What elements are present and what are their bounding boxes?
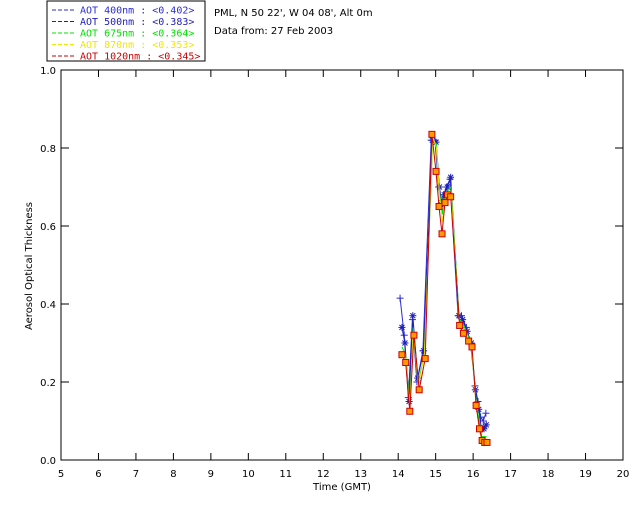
series-line	[399, 139, 487, 423]
data-point-star	[401, 339, 409, 347]
data-point-plus	[479, 417, 487, 425]
x-tick-label: 18	[542, 469, 555, 480]
series-2	[398, 136, 490, 433]
series-group	[396, 130, 491, 446]
y-axis: 0.0 0.2 0.4 0.6 0.8 1.0	[40, 66, 623, 467]
star-d2	[402, 340, 408, 346]
x-tick-label: 13	[354, 469, 367, 480]
data-point-star	[482, 421, 490, 429]
data-point-star	[447, 173, 455, 181]
x-tick-label: 11	[279, 469, 292, 480]
x-tick-label: 10	[242, 469, 255, 480]
y-tick-label: 0.4	[40, 300, 56, 311]
series-line	[401, 136, 487, 441]
legend-label: AOT 500nm : <0.383>	[80, 17, 194, 28]
data-point-square	[468, 343, 476, 351]
star-d2	[444, 184, 451, 190]
data-point-square	[421, 355, 429, 363]
data-point-square	[472, 401, 480, 409]
legend-label: AOT 1020nm : <0.345>	[80, 52, 200, 63]
legend-label: AOT 675nm : <0.364>	[80, 29, 194, 40]
y-tick-label: 0.0	[40, 456, 56, 467]
series-4	[401, 136, 487, 441]
data-point-square	[441, 199, 449, 207]
series-line	[401, 134, 487, 443]
x-tick-label: 17	[504, 469, 517, 480]
x-axis-label: Time (GMT)	[312, 482, 371, 493]
plot-frame	[60, 69, 624, 461]
series-5	[398, 130, 491, 446]
y-tick-label: 0.2	[40, 378, 56, 389]
data-point-square	[432, 167, 440, 175]
y-tick-label: 1.0	[40, 66, 56, 77]
data-point-square	[483, 438, 491, 446]
star-d2	[399, 324, 405, 331]
data-point-square	[410, 331, 418, 339]
x-tick-label: 12	[317, 469, 330, 480]
x-axis: 5 6 7 8 9 10 11 12 13 14 15 16 17 18 19 20	[58, 70, 630, 480]
data-point-square	[428, 130, 436, 138]
x-tick-label: 5	[58, 469, 64, 480]
series-line	[401, 138, 487, 438]
data-point-square	[465, 337, 473, 345]
data-point-star	[398, 323, 406, 331]
x-tick-label: 20	[617, 469, 630, 480]
y-tick-label: 0.6	[40, 222, 56, 233]
data-point-square	[415, 386, 423, 394]
x-tick-label: 7	[133, 469, 139, 480]
data-point-plus	[396, 294, 404, 302]
legend: AOT 400nm : <0.402>AOT 500nm : <0.383>AO…	[46, 0, 206, 63]
x-tick-label: 16	[467, 469, 480, 480]
data-point-square	[459, 329, 467, 337]
x-tick-label: 15	[429, 469, 442, 480]
x-tick-label: 8	[170, 469, 176, 480]
legend-label: AOT 400nm : <0.402>	[80, 6, 194, 17]
star-d2	[433, 139, 439, 146]
series-3	[401, 138, 487, 438]
x-tick-label: 6	[95, 469, 101, 480]
x-tick-label: 19	[579, 469, 592, 480]
legend-label: AOT 870nm : <0.353>	[80, 40, 194, 51]
data-point-square	[402, 359, 410, 366]
y-tick-label: 0.8	[40, 144, 56, 155]
data-date: Data from: 27 Feb 2003	[214, 26, 333, 37]
data-point-star	[409, 312, 417, 320]
site-location: PML, N 50 22', W 04 08', Alt 0m	[214, 8, 373, 19]
star-d2	[483, 422, 490, 428]
x-tick-label: 9	[208, 469, 214, 480]
data-point-square	[435, 203, 443, 210]
y-axis-label: Aerosol Optical Thickness	[24, 202, 35, 330]
data-point-star	[443, 183, 451, 191]
star-d2	[447, 174, 454, 181]
data-point-square	[438, 230, 446, 238]
data-point-star	[420, 347, 428, 355]
data-point-square	[447, 193, 455, 201]
legend-entries: AOT 400nm : <0.402>AOT 500nm : <0.383>AO…	[52, 6, 200, 63]
data-point-square	[406, 407, 414, 415]
star-d2	[409, 312, 416, 319]
data-point-square	[398, 351, 406, 359]
legend-box	[46, 0, 206, 62]
data-point-square	[456, 321, 464, 329]
x-tick-label: 14	[392, 469, 405, 480]
plot-area: 5 6 7 8 9 10 11 12 13 14 15 16 17 18 19 20 0.0 0.2 0.4 0.6…	[40, 66, 629, 480]
data-point-plus	[482, 409, 490, 417]
data-point-square	[476, 425, 484, 433]
